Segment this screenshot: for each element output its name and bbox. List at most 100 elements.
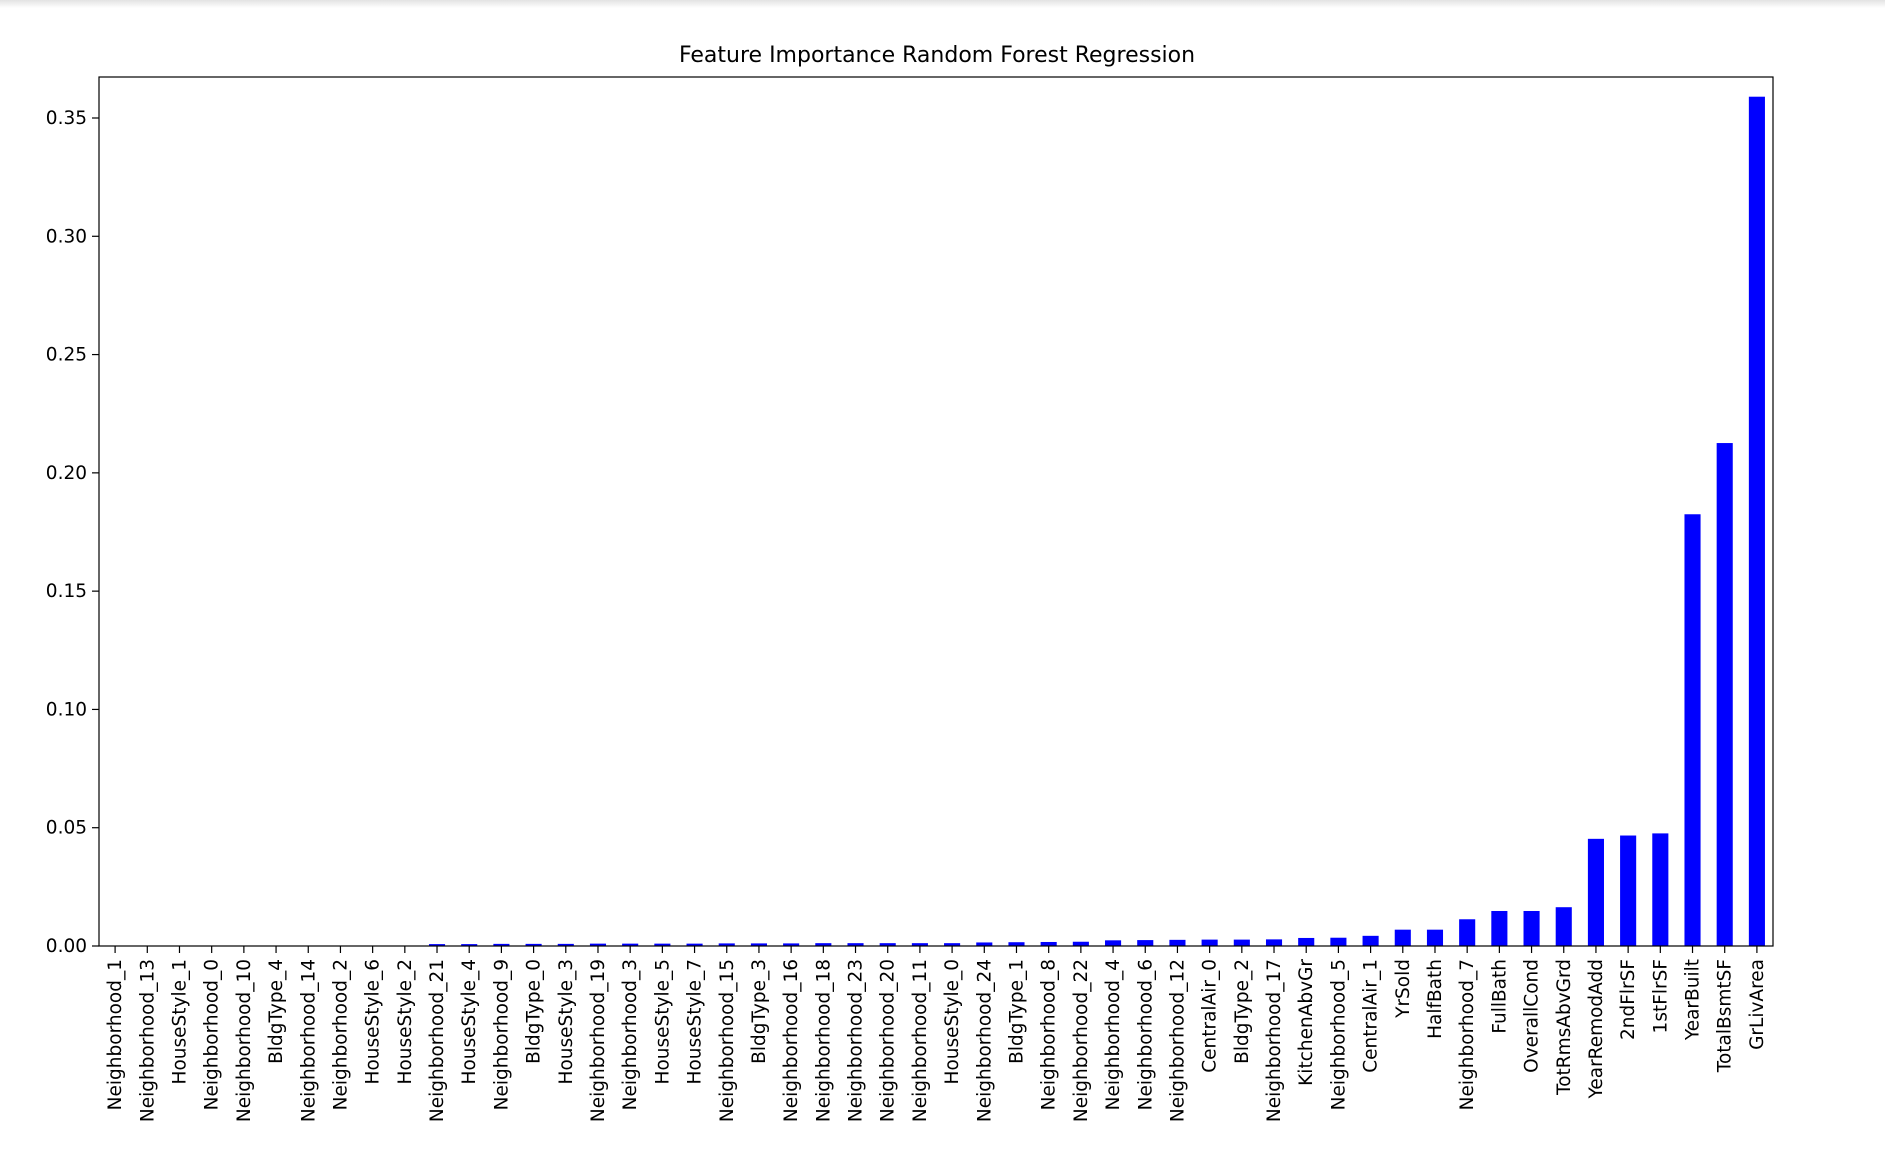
x-tick-label: KitchenAbvGr	[1296, 959, 1317, 1086]
x-tick-label: Neighborhood_0	[202, 959, 223, 1110]
bar-neighborhood-3	[622, 943, 639, 946]
bar-neighborhood-20	[879, 943, 896, 946]
bar-housestyle-5	[654, 943, 671, 946]
x-tick-label: Neighborhood_10	[234, 959, 255, 1122]
bar-neighborhood-19	[589, 943, 607, 946]
x-tick-label: Neighborhood_9	[491, 959, 512, 1110]
x-tick-label: Neighborhood_21	[427, 959, 448, 1122]
x-tick-label: BldgType_4	[266, 959, 287, 1064]
x-tick-label: HouseStyle_4	[459, 959, 480, 1084]
x-tick-label: CentralAir_1	[1361, 959, 1382, 1073]
x-tick-label: Neighborhood_12	[1167, 959, 1188, 1122]
x-tick-label: Neighborhood_11	[910, 959, 931, 1122]
x-tick-label: HouseStyle_0	[942, 959, 963, 1084]
x-tick-label: HouseStyle_6	[363, 959, 384, 1084]
x-tick-label: Neighborhood_13	[137, 959, 158, 1122]
bars-group	[428, 96, 1765, 947]
y-tick-label: 0.00	[46, 936, 87, 957]
bar-neighborhood-23	[847, 943, 864, 946]
x-tick-label: Neighborhood_6	[1135, 959, 1156, 1110]
x-tick-label: BldgType_3	[749, 959, 770, 1064]
bar-housestyle-0	[944, 943, 961, 946]
x-tick-label: Neighborhood_3	[620, 959, 641, 1110]
x-tick-label: Neighborhood_19	[588, 959, 609, 1122]
bar-overallcond	[1523, 910, 1540, 946]
y-tick-label: 0.35	[46, 108, 87, 129]
x-tick-label: Neighborhood_16	[781, 959, 802, 1122]
bar-centralair-0	[1201, 939, 1218, 946]
x-tick-label: HouseStyle_2	[395, 959, 416, 1084]
bar-neighborhood-21	[428, 944, 446, 946]
bar-neighborhood-8	[1040, 941, 1057, 946]
x-tick-label: YearRemodAdd	[1586, 959, 1607, 1099]
x-tick-label: TotalBsmtSF	[1715, 959, 1736, 1073]
x-tick-label: FullBath	[1489, 959, 1510, 1034]
x-tick-label: BldgType_0	[524, 959, 545, 1064]
x-tick-label: Neighborhood_4	[1103, 959, 1124, 1110]
x-tick-label: Neighborhood_23	[846, 959, 867, 1122]
plot-frame	[98, 76, 1774, 947]
x-tick-label: BldgType_2	[1232, 959, 1253, 1064]
bar-neighborhood-9	[493, 943, 510, 946]
x-tick-label: CentralAir_0	[1200, 959, 1221, 1073]
bar-yearbuilt	[1684, 514, 1701, 946]
y-tick-label: 0.30	[46, 226, 87, 247]
bar-bldgtype-3	[750, 943, 767, 946]
x-tick-label: YearBuilt	[1683, 959, 1704, 1041]
x-tick-label: Neighborhood_22	[1071, 959, 1092, 1122]
window-top-edge	[0, 0, 1885, 8]
bar-neighborhood-17	[1265, 939, 1283, 946]
bar-neighborhood-11	[911, 943, 928, 946]
bar-yearremodadd	[1587, 838, 1604, 946]
x-tick-label: HouseStyle_7	[685, 959, 706, 1084]
bar-1stflrsf	[1652, 833, 1669, 946]
y-axis: 0.00 0.05 0.10 0.15 0.20 0.25 0.30 0.35	[46, 108, 99, 957]
bar-neighborhood-18	[815, 943, 832, 946]
x-tick-label: Neighborhood_20	[878, 959, 899, 1122]
bar-yrsold	[1394, 929, 1411, 946]
x-tick-label: 1stFlrSF	[1650, 959, 1671, 1033]
x-tick-label: YrSold	[1393, 959, 1414, 1019]
x-tick-label: BldgType_1	[1006, 959, 1027, 1064]
bar-2ndflrsf	[1620, 835, 1637, 946]
bar-neighborhood-7	[1459, 919, 1476, 946]
y-tick-label: 0.15	[46, 581, 87, 602]
x-tick-label: Neighborhood_1	[105, 959, 126, 1110]
bar-neighborhood-15	[718, 943, 735, 946]
chart-title: Feature Importance Random Forest Regress…	[679, 43, 1195, 68]
bar-neighborhood-12	[1169, 939, 1186, 946]
bar-totrmsabvgrd	[1555, 907, 1572, 946]
bar-halfbath	[1426, 929, 1444, 946]
bar-bldgtype-1	[1008, 942, 1025, 946]
x-tick-label: 2ndFlrSF	[1618, 959, 1639, 1040]
x-tick-label: Neighborhood_5	[1328, 959, 1349, 1110]
y-tick-label: 0.20	[46, 463, 87, 484]
x-tick-label: Neighborhood_17	[1264, 959, 1285, 1122]
bar-kitchenabvgr	[1298, 937, 1315, 946]
x-tick-label: Neighborhood_7	[1457, 959, 1478, 1110]
x-tick-label: HouseStyle_1	[169, 959, 190, 1084]
bar-housestyle-7	[686, 943, 703, 946]
bar-centralair-1	[1362, 935, 1379, 946]
y-tick-label: 0.25	[46, 345, 87, 366]
x-tick-label: TotRmsAbvGrd	[1554, 959, 1575, 1096]
y-tick-label: 0.05	[46, 818, 87, 839]
x-tick-label: Neighborhood_15	[717, 959, 738, 1122]
x-tick-label: HalfBath	[1425, 959, 1446, 1039]
bar-bldgtype-0	[525, 943, 542, 946]
x-axis: Neighborhood_1 Neighborhood_13 HouseStyle_…	[105, 946, 1768, 1122]
bar-bldgtype-2	[1233, 939, 1250, 946]
bar-neighborhood-6	[1137, 940, 1154, 946]
x-tick-label: Neighborhood_14	[298, 959, 319, 1122]
x-tick-label: HouseStyle_3	[556, 959, 577, 1084]
x-tick-label: Neighborhood_8	[1039, 959, 1060, 1110]
x-tick-label: Neighborhood_24	[974, 959, 995, 1122]
bar-neighborhood-22	[1072, 941, 1089, 946]
bar-neighborhood-24	[976, 942, 993, 946]
bar-neighborhood-4	[1105, 940, 1122, 946]
x-tick-label: OverallCond	[1522, 959, 1543, 1073]
x-tick-label: Neighborhood_18	[813, 959, 834, 1122]
y-tick-label: 0.10	[46, 699, 87, 720]
bar-housestyle-4	[461, 944, 478, 946]
